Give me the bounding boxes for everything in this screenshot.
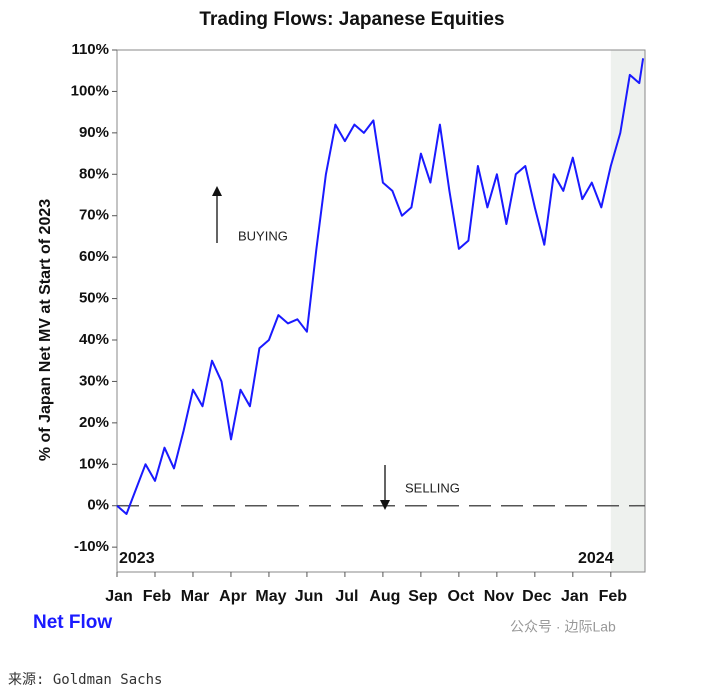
x-tick-label: Mar bbox=[181, 588, 209, 605]
y-tick-label: 30% bbox=[79, 372, 109, 389]
chart-title: Trading Flows: Japanese Equities bbox=[199, 9, 504, 30]
plot-frame bbox=[116, 49, 646, 573]
arrow-head bbox=[380, 500, 390, 510]
x-tick-label: May bbox=[255, 588, 286, 605]
x-tick-label: Jul bbox=[335, 588, 358, 605]
y-tick-label: 80% bbox=[79, 165, 109, 182]
x-tick-label: Sep bbox=[408, 588, 438, 605]
y-tick-label: 90% bbox=[79, 124, 109, 141]
x-tick-label: Oct bbox=[448, 588, 475, 605]
shaded-region bbox=[610, 50, 645, 572]
data-line bbox=[116, 58, 645, 515]
legend-label: Net Flow bbox=[33, 612, 112, 633]
x-tick-label: Apr bbox=[219, 588, 247, 605]
x-tick-label: Dec bbox=[522, 588, 551, 605]
x-tick-label: Feb bbox=[143, 588, 172, 605]
year-label: 2023 bbox=[119, 550, 155, 567]
y-tick-label: 0% bbox=[87, 497, 109, 514]
arrow-head bbox=[212, 186, 222, 196]
x-tick-label: Jan bbox=[561, 588, 589, 605]
y-tick-label: -10% bbox=[74, 538, 109, 555]
x-tick-label: Jun bbox=[295, 588, 323, 605]
y-tick-label: 50% bbox=[79, 290, 109, 307]
x-tick-label: Aug bbox=[369, 588, 400, 605]
y-tick-label: 20% bbox=[79, 414, 109, 431]
y-tick-label: 40% bbox=[79, 331, 109, 348]
y-tick-label: 60% bbox=[79, 248, 109, 265]
y-axis-label: % of Japan Net MV at Start of 2023 bbox=[37, 199, 54, 461]
y-tick-label: 10% bbox=[79, 455, 109, 472]
year-label: 2024 bbox=[578, 550, 614, 567]
x-tick-label: Jan bbox=[105, 588, 133, 605]
source: 来源: Goldman Sachs bbox=[8, 672, 162, 688]
y-tick-label: 70% bbox=[79, 207, 109, 224]
x-tick-label: Nov bbox=[484, 588, 514, 605]
watermark: 公众号 · 边际Lab bbox=[510, 619, 616, 635]
annotation: BUYING bbox=[238, 228, 288, 243]
y-tick-label: 100% bbox=[71, 82, 109, 99]
y-tick-label: 110% bbox=[71, 41, 109, 58]
x-tick-label: Feb bbox=[599, 588, 628, 605]
annotation: SELLING bbox=[405, 480, 460, 495]
